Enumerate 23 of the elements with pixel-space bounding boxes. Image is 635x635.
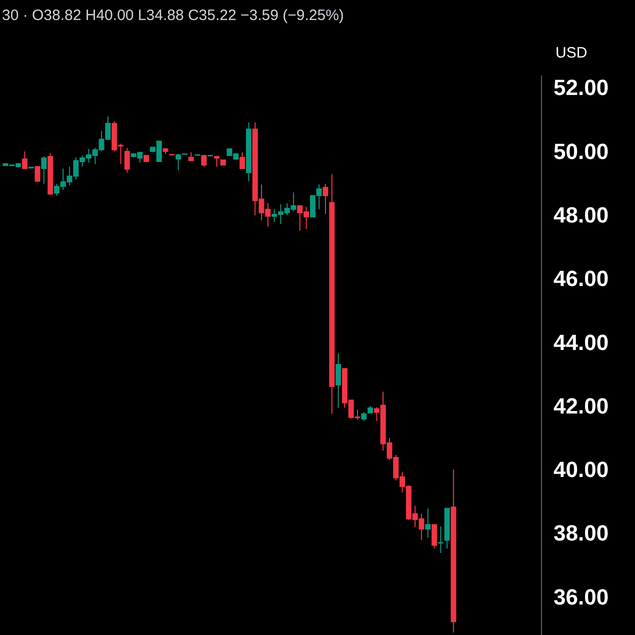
chart-title: 30 · O38.82 H40.00 L34.88 C35.22 −3.59 (−9.25%) <box>2 7 344 24</box>
y-tick-label: 46.00 <box>554 266 609 292</box>
y-tick-label: 44.00 <box>554 330 609 355</box>
y-tick-label: 38.00 <box>554 520 609 546</box>
candlestick <box>201 155 207 168</box>
candlestick <box>322 183 328 214</box>
candlestick <box>34 166 40 182</box>
candlestick <box>240 152 246 170</box>
y-tick-label: 52.00 <box>554 75 609 100</box>
candlestick <box>124 147 130 174</box>
y-axis-title: USD <box>556 44 588 62</box>
y-tick-label: 42.00 <box>554 393 609 418</box>
candlestick <box>432 524 438 549</box>
candlestick <box>336 352 342 408</box>
y-tick-label: 48.00 <box>554 202 609 228</box>
candlestick <box>425 508 431 538</box>
y-tick-label: 36.00 <box>554 584 609 610</box>
candlestick <box>22 150 28 170</box>
candlestick <box>438 526 444 554</box>
y-tick-label: 50.00 <box>554 138 609 164</box>
y-tick-label: 40.00 <box>554 457 609 482</box>
candlestick <box>41 156 47 184</box>
candlestick <box>176 153 182 171</box>
